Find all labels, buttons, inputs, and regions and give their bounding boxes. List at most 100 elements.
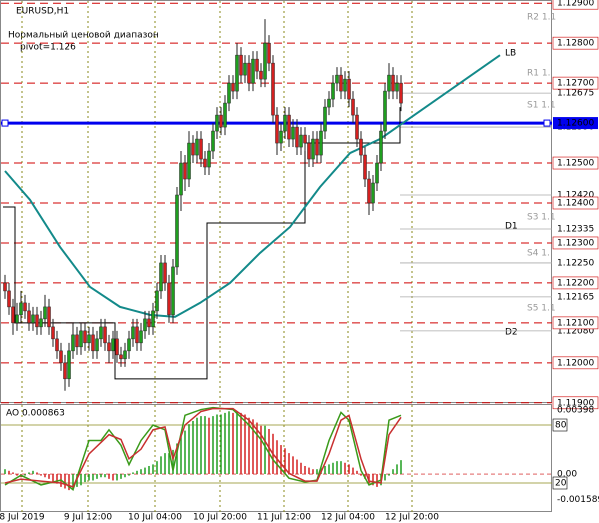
candle-body xyxy=(375,162,379,184)
candle-body xyxy=(195,138,199,156)
level-line xyxy=(3,107,401,380)
label-box xyxy=(552,476,568,490)
candle-body xyxy=(171,266,175,316)
candle-body xyxy=(311,138,315,160)
x-tick-label: 10 Jul 20:00 xyxy=(193,513,247,523)
candle-body xyxy=(123,350,127,360)
x-tick-label: 8 Jul 2019 xyxy=(0,513,45,523)
oscillator-line xyxy=(4,407,402,488)
y-tick-label: 1.12500 xyxy=(557,159,594,169)
candle-body xyxy=(231,82,235,92)
candle-body xyxy=(75,334,79,348)
y-tick-label: 1.12800 xyxy=(557,39,594,49)
y-tick-label: 1.12000 xyxy=(557,358,594,368)
candle-body xyxy=(95,338,99,352)
candle-body xyxy=(339,74,343,92)
y-tick-label: 1.12900 xyxy=(557,0,594,9)
candle-body xyxy=(275,114,279,144)
oscillator-line xyxy=(4,406,402,492)
label-box xyxy=(552,356,599,370)
label-box xyxy=(552,0,599,10)
candle-body xyxy=(183,162,187,180)
chart-subtitle: Нормальный ценовой диапазон xyxy=(8,31,159,41)
y-tick-label: 1.12400 xyxy=(557,198,594,208)
candle-body xyxy=(215,114,219,132)
pivot-label: S3 1.1 xyxy=(527,213,556,223)
pivot-label: S1 1.1 xyxy=(527,101,556,111)
y-tick-label: 1.12200 xyxy=(557,278,594,288)
candle-body xyxy=(67,350,71,380)
candle-body xyxy=(31,314,35,324)
candle-body xyxy=(307,142,311,160)
candle-body xyxy=(175,194,179,268)
candle-body xyxy=(7,290,11,308)
candle-body xyxy=(363,154,367,180)
candle-body xyxy=(211,130,215,152)
y-tick-label: 1.11900 xyxy=(557,398,594,408)
candle-body xyxy=(103,326,107,344)
candle-body xyxy=(319,130,323,156)
candle-body xyxy=(379,130,383,164)
candle-body xyxy=(247,62,251,84)
label-box xyxy=(552,316,599,330)
candle-body xyxy=(151,310,155,328)
candle-body xyxy=(135,326,139,344)
candle-body xyxy=(71,334,75,352)
candle-body xyxy=(199,138,203,160)
candle-body xyxy=(351,98,355,116)
candle-body xyxy=(239,54,243,76)
candle-body xyxy=(119,354,123,360)
candle-body xyxy=(107,342,111,352)
indicator-title: AO 0.000863 xyxy=(6,409,65,419)
candle-body xyxy=(399,82,403,104)
price-level-label: 1.12250 xyxy=(557,258,594,268)
candle-body xyxy=(267,42,271,64)
candle-body xyxy=(203,158,207,168)
candle-body xyxy=(283,114,287,132)
pivot-label: R2 1.1 xyxy=(527,13,556,23)
price-level-label: 1.12420 xyxy=(557,191,594,201)
line-handle xyxy=(1,119,9,127)
y-tick-label: 0.00 xyxy=(557,470,577,480)
candle-body xyxy=(331,82,335,100)
candle-body xyxy=(359,138,363,156)
candle-body xyxy=(227,82,231,104)
candle-body xyxy=(15,314,19,324)
candle-body xyxy=(111,338,115,352)
price-level-label: 1.12080 xyxy=(557,326,594,336)
candle-body xyxy=(367,178,371,204)
candle-body xyxy=(355,114,359,140)
annotation: D1 xyxy=(505,222,518,232)
label-box xyxy=(552,418,568,432)
label-box xyxy=(552,396,599,410)
candle-body xyxy=(43,306,47,320)
candle-body xyxy=(51,326,55,340)
annotation: D2 xyxy=(505,328,518,338)
label-box xyxy=(552,196,599,210)
label-box xyxy=(553,117,598,130)
candle-body xyxy=(347,78,351,100)
chart-note: pivot=1.126 xyxy=(20,43,76,53)
y-tick-label: 0.00398 xyxy=(557,405,594,415)
candle-body xyxy=(219,114,223,128)
candle-body xyxy=(3,282,7,292)
candle-body xyxy=(391,74,395,92)
label-box xyxy=(552,156,599,170)
candle-body xyxy=(343,78,347,92)
candle-body xyxy=(235,54,239,92)
candle-body xyxy=(383,90,387,132)
candle-body xyxy=(207,150,211,168)
candle-body xyxy=(287,114,291,140)
candle-body xyxy=(299,134,303,148)
price-level-label: 1.12165 xyxy=(557,292,594,302)
candle-body xyxy=(223,102,227,128)
y-tick-label: 1.12600 xyxy=(557,119,594,129)
candle-body xyxy=(55,338,59,352)
x-tick-label: 9 Jul 12:00 xyxy=(64,513,113,523)
candle-body xyxy=(259,70,263,80)
price-level-label: 1.12335 xyxy=(557,224,594,234)
candle-body xyxy=(35,314,39,328)
candle-body xyxy=(91,334,95,352)
